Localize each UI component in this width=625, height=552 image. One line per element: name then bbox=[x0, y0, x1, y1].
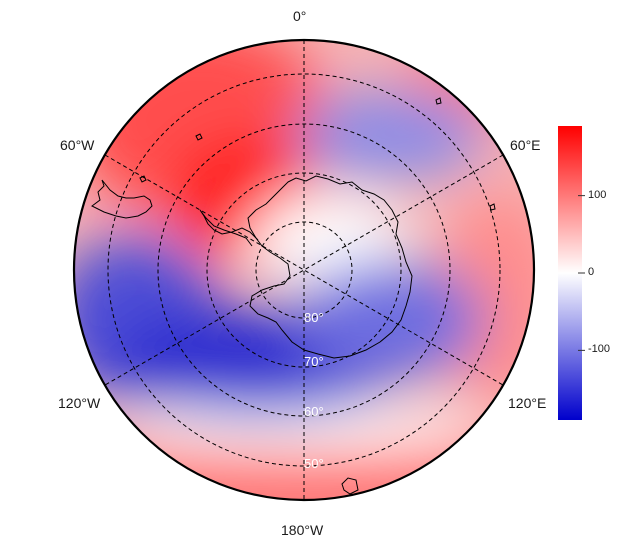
tasmania-coast bbox=[341, 477, 359, 495]
anomaly-field bbox=[74, 40, 534, 500]
lon-label-60w: 60°W bbox=[60, 137, 95, 153]
colorbar bbox=[558, 126, 585, 420]
map-border bbox=[72, 38, 536, 502]
colorbar-tick-label: 0 bbox=[588, 266, 595, 278]
lat-label-70: 70° bbox=[304, 354, 324, 369]
lon-label-0: 0° bbox=[293, 8, 307, 24]
small-island-3 bbox=[489, 203, 496, 211]
lat-label-50: 50° bbox=[304, 456, 324, 471]
lon-label-120e: 120°E bbox=[508, 395, 547, 411]
lat-label-80: 80° bbox=[304, 310, 324, 325]
colorbar-tick-label: -100 bbox=[588, 343, 611, 356]
colorbar-tick-label: 100 bbox=[588, 188, 607, 201]
graticule bbox=[104, 40, 504, 500]
small-island-2 bbox=[139, 175, 147, 183]
lon-label-120w: 120°W bbox=[58, 395, 101, 411]
lon-label-180w: 180°W bbox=[281, 522, 324, 538]
colorbar-ticks bbox=[578, 195, 585, 351]
lat-label-60: 60° bbox=[304, 404, 324, 419]
coastlines bbox=[91, 97, 496, 495]
small-island-4 bbox=[435, 97, 442, 105]
antarctica-coastline bbox=[247, 175, 413, 359]
south-america-coastline bbox=[91, 179, 153, 219]
latitude-circle-50 bbox=[107, 73, 501, 467]
lon-label-60e: 60°E bbox=[510, 137, 541, 153]
antarctic-peninsula bbox=[199, 209, 259, 247]
small-island-1 bbox=[195, 133, 203, 141]
